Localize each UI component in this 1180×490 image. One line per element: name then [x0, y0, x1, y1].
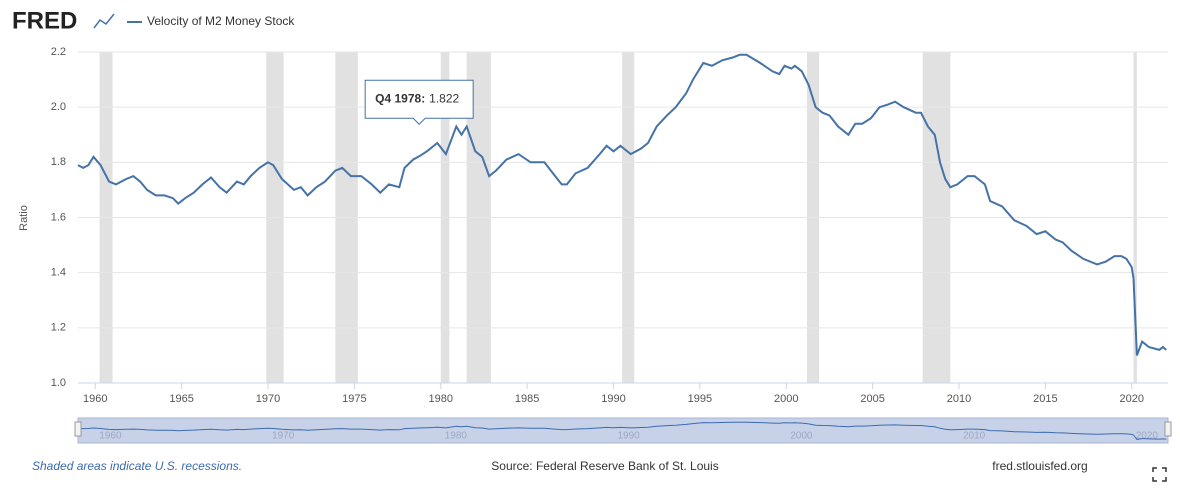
y-tick-label: 1.8 — [51, 156, 66, 168]
source: Source: Federal Reserve Bank of St. Loui… — [491, 459, 718, 473]
tooltip-value: 1.822 — [429, 91, 459, 105]
navigator-handle[interactable] — [74, 421, 82, 437]
tooltip-label: Q4 1978: — [375, 91, 425, 105]
logo-icon — [93, 13, 115, 29]
x-tick-label: 1990 — [601, 393, 625, 405]
fullscreen-icon[interactable] — [1152, 467, 1167, 482]
recession-note: Shaded areas indicate U.S. recessions. — [32, 459, 242, 473]
y-axis-label: Ratio — [18, 205, 30, 231]
y-tick-label: 1.4 — [51, 267, 66, 279]
navigator-label: 1990 — [617, 431, 640, 442]
tooltip-box — [364, 79, 474, 125]
y-tick-label: 2.2 — [51, 46, 66, 58]
legend-label[interactable]: Velocity of M2 Money Stock — [147, 14, 295, 28]
y-tick-label: 1.0 — [51, 377, 66, 389]
x-tick-label: 1970 — [256, 393, 280, 405]
x-tick-label: 1995 — [688, 393, 712, 405]
site[interactable]: fred.stlouisfed.org — [992, 459, 1087, 473]
navigator-handle[interactable] — [1164, 421, 1172, 437]
x-tick-label: 1965 — [169, 393, 193, 405]
x-tick-label: 2020 — [1119, 393, 1143, 405]
navigator-label: 2000 — [790, 431, 813, 442]
y-tick-label: 1.2 — [51, 322, 66, 334]
navigator-label: 2010 — [963, 431, 986, 442]
x-tick-label: 2010 — [947, 393, 971, 405]
logo: FRED — [12, 7, 77, 34]
navigator-label: 1960 — [99, 431, 122, 442]
x-tick-label: 2015 — [1033, 393, 1057, 405]
x-tick-label: 1985 — [515, 393, 539, 405]
series-line — [77, 53, 1167, 356]
x-tick-label: 1975 — [342, 393, 366, 405]
x-tick-label: 2000 — [774, 393, 798, 405]
y-tick-label: 2.0 — [51, 101, 66, 113]
navigator-label: 1980 — [445, 431, 468, 442]
navigator-label: 2020 — [1136, 431, 1159, 442]
y-tick-label: 1.6 — [51, 211, 66, 223]
x-tick-label: 2005 — [860, 393, 884, 405]
x-tick-label: 1980 — [429, 393, 453, 405]
navigator-label: 1970 — [272, 431, 295, 442]
navigator-line — [77, 421, 1167, 440]
x-tick-label: 1960 — [83, 393, 107, 405]
tooltip: Q4 1978: 1.822 — [364, 79, 474, 125]
